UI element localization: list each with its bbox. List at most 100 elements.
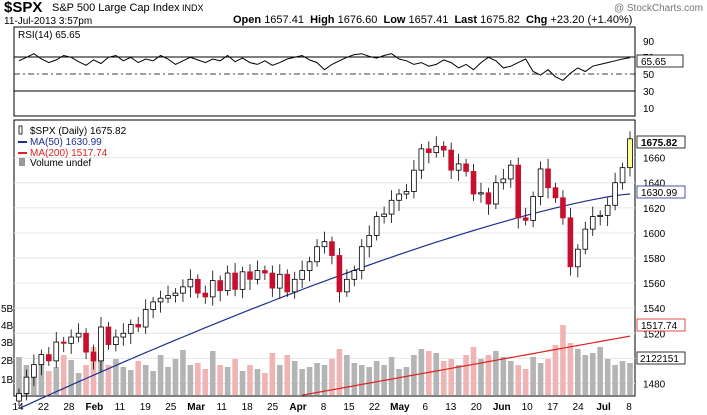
rsi-tick-10: 10 [643,104,655,115]
last-label: Last [454,14,478,26]
candle-body [180,286,186,294]
candle-body [247,271,253,280]
candle-body [575,248,581,268]
volume-bar [597,347,603,395]
date-tick-label: 25 [267,402,279,413]
price-tick-label: 1580 [643,254,666,265]
candle-body [418,148,425,171]
candle-body [604,204,611,216]
volume-bar [113,359,119,395]
rsi-panel-frame [13,26,636,117]
date-tick-label: 8 [626,402,632,413]
volume-bar [530,357,536,395]
ma50-line [18,193,631,410]
candle-body [463,163,469,172]
date-tick-label: 20 [471,402,483,413]
last-price-tag-label: 1675.82 [641,138,678,149]
candle-body [329,241,335,256]
volume-bar [500,357,507,395]
candle-body [16,393,22,402]
rsi-tick-30: 30 [643,87,655,98]
candle-body [83,332,89,353]
open-label: Open [233,14,262,26]
volume-bar [567,343,574,395]
date-tick-label: 19 [140,402,152,413]
volume-bar [165,367,171,395]
volume-bar [217,365,223,395]
date-tick-label: 14 [12,402,24,413]
date-tick-label: 28 [63,402,75,413]
candle-body [135,324,142,328]
candle-body [150,301,156,310]
volume-axis: 5B 4B 3B 2B 1B [1,304,14,386]
volume-bar [187,365,194,395]
candle-body [440,145,447,151]
volume-bar [46,371,52,395]
candle-body [560,197,566,219]
rsi-legend: RSI(14) 65.65 [18,30,81,41]
volume-bar [560,325,566,395]
candle-body [530,196,536,221]
volume-bar [239,371,246,395]
ma50-legend: MA(50) 1630.99 [30,137,102,148]
volume-bar [351,363,358,395]
candle-body [90,351,97,362]
volume-bar [209,351,216,395]
low-value: 1657.41 [408,14,449,26]
candle-body [187,278,194,288]
volume-bar [619,361,626,395]
candle-body [388,199,395,215]
candle-body [358,246,365,271]
volume-bar [604,359,611,395]
volume-bar [247,365,253,395]
candle-body [582,228,589,250]
candle-body [351,270,358,280]
date-tick-label: 8 [321,402,327,413]
volume-bar [269,353,276,395]
volume-bar [157,355,164,395]
volume-bar [440,361,447,395]
candle-body [284,273,291,293]
volume-bar [195,363,201,395]
volume-bar [515,365,522,395]
candle-body [373,216,380,236]
date-tick-label: Apr [289,402,306,413]
candle-body [224,272,231,292]
price-tick-label: 1560 [643,279,666,290]
volume-tick-label: 1B [1,375,14,386]
candle-body [75,332,82,338]
candle-body [314,246,320,263]
volume-bar [552,345,559,395]
ma200-legend: MA(200) 1517.74 [30,148,108,159]
volume-bar [507,361,514,395]
date-tick-label: 25 [165,402,177,413]
candle-body [552,187,559,199]
volume-bar [418,349,425,395]
volume-bar [582,355,589,395]
volume-bar [127,370,134,395]
volume-bar [60,355,67,395]
volume-bar [463,355,469,395]
candle-body [619,167,626,184]
price-candles [16,131,633,407]
rsi-current-value: 65.65 [641,57,666,68]
high-value: 1676.60 [337,14,378,26]
candle-body [493,182,499,205]
date-tick-label: 18 [242,402,254,413]
candle-body [537,168,544,197]
volume-bar [284,355,291,395]
volume-bar [627,363,633,395]
volume-bar [83,365,89,395]
candle-body [38,354,45,366]
date-tick-label: 22 [369,402,381,413]
candle-body [627,138,633,169]
volume-bar [135,361,142,395]
candle-body [195,278,201,294]
candle-body [567,217,574,268]
volume-bar [388,357,395,395]
volume-tick-label: 3B [1,338,14,349]
date-axis: 14 22 28 Feb 11 19 25 Mar 11 18 25 Apr 8 15 22 May 6 13 20… [12,402,632,413]
watermark: @ StockCharts.com [613,3,703,14]
candle-body [344,278,350,293]
candle-body [276,273,283,289]
